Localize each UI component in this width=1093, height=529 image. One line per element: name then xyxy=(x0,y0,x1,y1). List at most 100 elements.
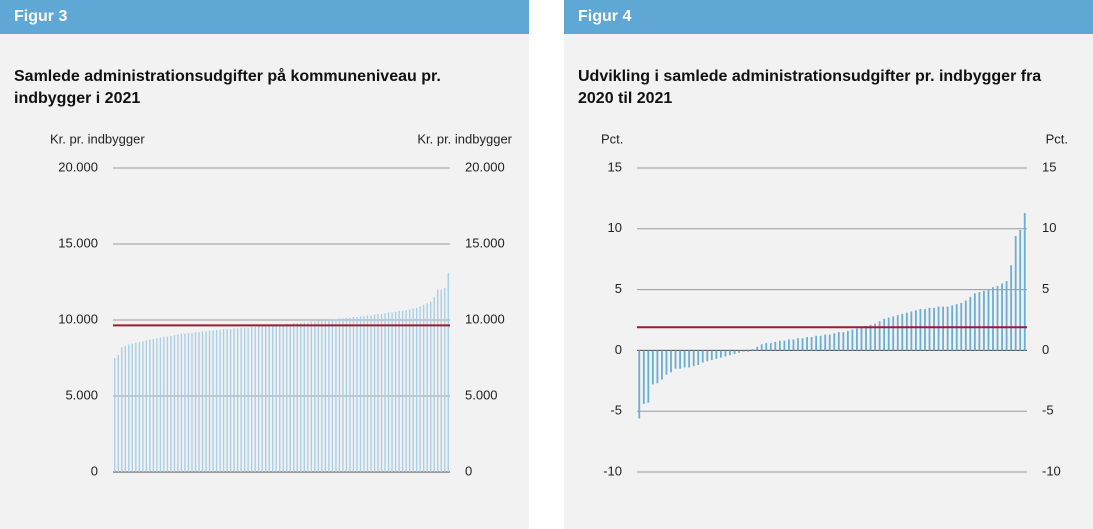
bar xyxy=(142,341,144,472)
bar xyxy=(163,336,165,472)
bar xyxy=(797,338,799,351)
y-tick-label: -10 xyxy=(1042,463,1061,478)
y-tick-label: 5.000 xyxy=(465,387,498,402)
bar xyxy=(321,320,323,472)
bar xyxy=(924,309,926,351)
bar xyxy=(833,333,836,351)
bar xyxy=(928,307,931,351)
bar xyxy=(715,350,718,359)
bar xyxy=(310,321,313,472)
bar xyxy=(824,334,827,351)
bar xyxy=(394,311,397,472)
bar xyxy=(778,340,781,351)
figure-header: Figur 4 xyxy=(564,0,1093,34)
bar xyxy=(733,350,736,355)
bar xyxy=(738,350,740,353)
bar xyxy=(815,335,818,351)
bar xyxy=(638,350,641,419)
bar xyxy=(869,324,872,351)
bar xyxy=(937,306,940,351)
bar xyxy=(222,329,225,472)
bar xyxy=(674,350,677,369)
bar xyxy=(433,297,435,472)
bar xyxy=(883,318,886,351)
bar xyxy=(201,331,204,472)
bar xyxy=(878,321,881,351)
bar xyxy=(335,319,337,472)
bar xyxy=(243,327,246,472)
y-tick-label: 15.000 xyxy=(58,235,98,250)
bar xyxy=(384,313,386,472)
bar xyxy=(317,320,320,472)
bar xyxy=(978,292,981,351)
y-tick-label: 5.000 xyxy=(65,387,98,402)
bar xyxy=(212,330,214,472)
bar xyxy=(401,310,404,472)
bar xyxy=(328,320,330,472)
bar xyxy=(254,326,256,472)
chart: Kr. pr. indbygger Kr. pr. indbygger 0 0 5.00… xyxy=(50,131,513,478)
bar xyxy=(229,329,232,472)
bar xyxy=(257,326,260,472)
y-tick-label: 0 xyxy=(1042,342,1049,357)
bar xyxy=(219,329,221,472)
bar xyxy=(747,350,750,352)
y-tick-label: 10 xyxy=(1042,220,1056,235)
bar xyxy=(194,332,197,472)
bar xyxy=(914,310,917,351)
bar xyxy=(349,317,351,472)
bar xyxy=(268,325,270,472)
bar xyxy=(661,350,663,380)
y-tick-label: 15 xyxy=(608,159,622,174)
bar xyxy=(892,316,895,351)
bar xyxy=(874,323,876,351)
bar xyxy=(1001,283,1003,351)
bar xyxy=(363,316,365,472)
bar xyxy=(719,350,722,358)
bar xyxy=(429,301,432,472)
bar xyxy=(751,349,754,351)
y-tick-label: 0 xyxy=(465,463,472,478)
bar xyxy=(837,332,840,351)
bar xyxy=(440,289,442,472)
bar xyxy=(166,336,169,472)
bar xyxy=(184,333,186,472)
bar xyxy=(828,334,831,351)
bar xyxy=(342,318,344,472)
figure-header: Figur 3 xyxy=(0,0,529,34)
bar xyxy=(159,337,162,472)
bar xyxy=(444,288,446,472)
bar xyxy=(331,319,334,472)
bar xyxy=(697,350,700,365)
bar xyxy=(860,327,863,351)
bar xyxy=(377,313,379,472)
bar xyxy=(842,332,845,351)
bar xyxy=(933,307,935,351)
bar xyxy=(208,330,211,472)
bar xyxy=(272,325,274,472)
bar xyxy=(314,321,316,472)
bar xyxy=(846,330,849,351)
y-axis-label: Kr. pr. indbygger xyxy=(417,131,512,146)
bar xyxy=(286,323,288,472)
bar xyxy=(788,339,790,351)
bar xyxy=(422,304,425,472)
bar xyxy=(405,310,407,472)
bar xyxy=(851,329,854,351)
bar xyxy=(801,338,804,351)
bar xyxy=(987,289,990,351)
bar xyxy=(145,340,148,472)
bar xyxy=(138,342,141,472)
bar xyxy=(261,326,263,472)
bar xyxy=(412,308,414,472)
y-tick-label: 15.000 xyxy=(465,235,505,250)
bar xyxy=(983,290,985,351)
bar xyxy=(303,322,306,472)
chart-title: Udvikling i samlede administrationsudgif… xyxy=(578,68,1042,107)
bar xyxy=(665,350,668,375)
bar xyxy=(688,350,691,368)
bar xyxy=(910,311,913,351)
bar xyxy=(724,350,727,357)
bar xyxy=(408,309,411,472)
bar xyxy=(352,316,355,472)
